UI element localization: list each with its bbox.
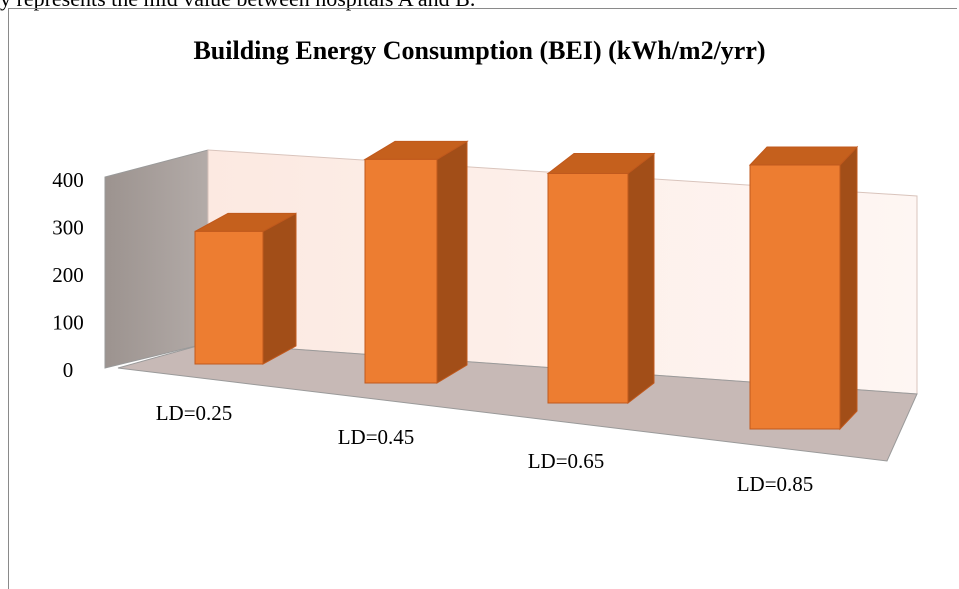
floor xyxy=(117,342,918,462)
chart-title: Building Energy Consumption (BEI) (kWh/m… xyxy=(193,36,766,65)
y-tick-label: 300 xyxy=(52,216,84,240)
bar-front xyxy=(364,158,438,384)
chart-frame xyxy=(8,8,957,589)
bar-front xyxy=(194,230,264,365)
y-tick-label: 100 xyxy=(52,311,84,335)
top-caption: y represents the mid value between hospi… xyxy=(0,0,475,12)
y-tick-label: 200 xyxy=(52,263,84,287)
category-label: LD=0.25 xyxy=(156,401,233,425)
bar-front xyxy=(547,173,629,404)
bar xyxy=(546,152,656,405)
bar xyxy=(363,140,469,384)
bar-front xyxy=(749,164,841,430)
category-label: LD=0.65 xyxy=(528,449,605,473)
left-wall xyxy=(104,149,209,369)
bar-side xyxy=(627,152,655,405)
y-tick-label: 0 xyxy=(63,358,74,382)
bar-side xyxy=(436,140,468,384)
category-label: LD=0.85 xyxy=(737,472,814,496)
bar xyxy=(194,212,297,365)
category-label: LD=0.45 xyxy=(338,425,415,449)
bar-side xyxy=(262,212,297,365)
y-tick-label: 400 xyxy=(52,168,84,192)
bar xyxy=(748,145,859,431)
bar-top xyxy=(748,146,859,166)
bar-side xyxy=(839,145,858,431)
